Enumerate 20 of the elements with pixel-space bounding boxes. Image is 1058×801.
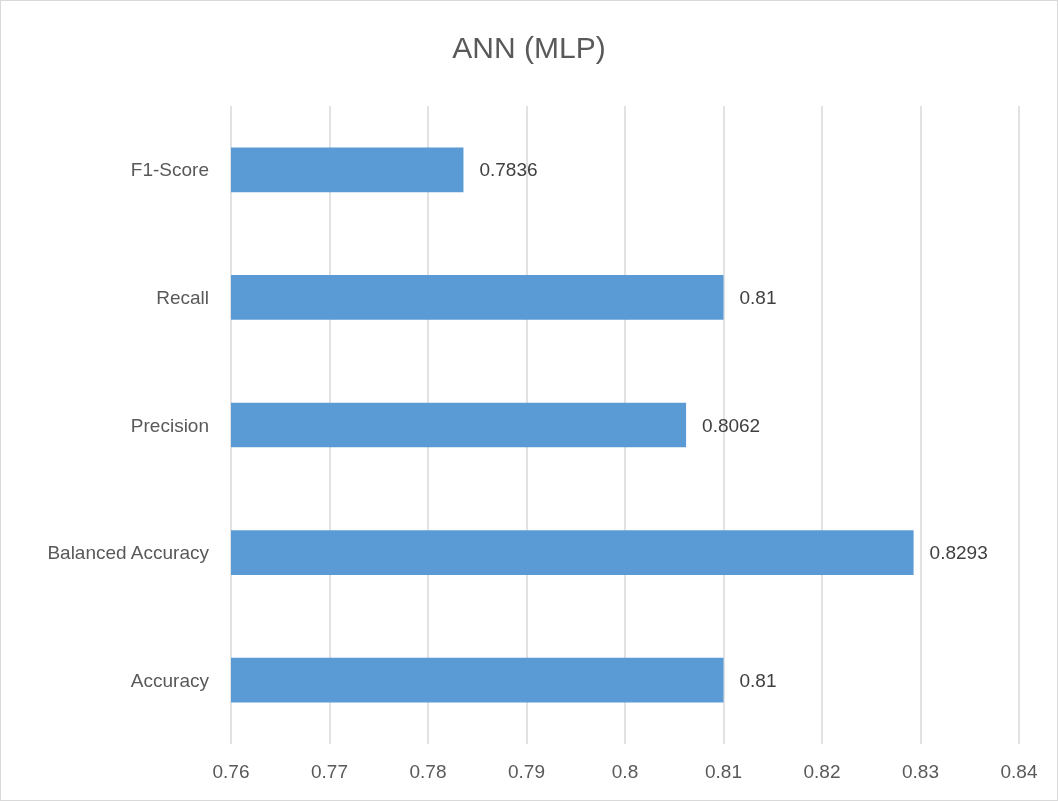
x-tick-label: 0.83 <box>902 761 939 782</box>
y-tick-label: Accuracy <box>130 669 210 691</box>
data-label: 0.8293 <box>929 542 988 564</box>
chart-title: ANN (MLP) <box>452 30 606 64</box>
x-tick-label: 0.76 <box>212 761 250 782</box>
data-label: 0.81 <box>739 669 777 691</box>
x-tick-label: 0.77 <box>311 761 348 782</box>
y-tick-label: Recall <box>156 286 209 308</box>
data-label: 0.7836 <box>479 159 538 181</box>
x-tick-label: 0.8 <box>611 761 639 782</box>
y-tick-label: Balanced Accuracy <box>47 542 210 564</box>
x-tick-label: 0.82 <box>803 761 841 782</box>
data-label: 0.8062 <box>702 414 761 436</box>
data-label: 0.81 <box>739 286 777 308</box>
x-tick-label: 0.84 <box>1000 761 1038 782</box>
x-tick-label: 0.78 <box>409 761 447 782</box>
x-tick-label: 0.81 <box>705 761 742 782</box>
y-tick-label: F1-Score <box>130 159 209 181</box>
y-tick-label: Precision <box>130 414 209 436</box>
x-tick-label: 0.79 <box>508 761 545 782</box>
